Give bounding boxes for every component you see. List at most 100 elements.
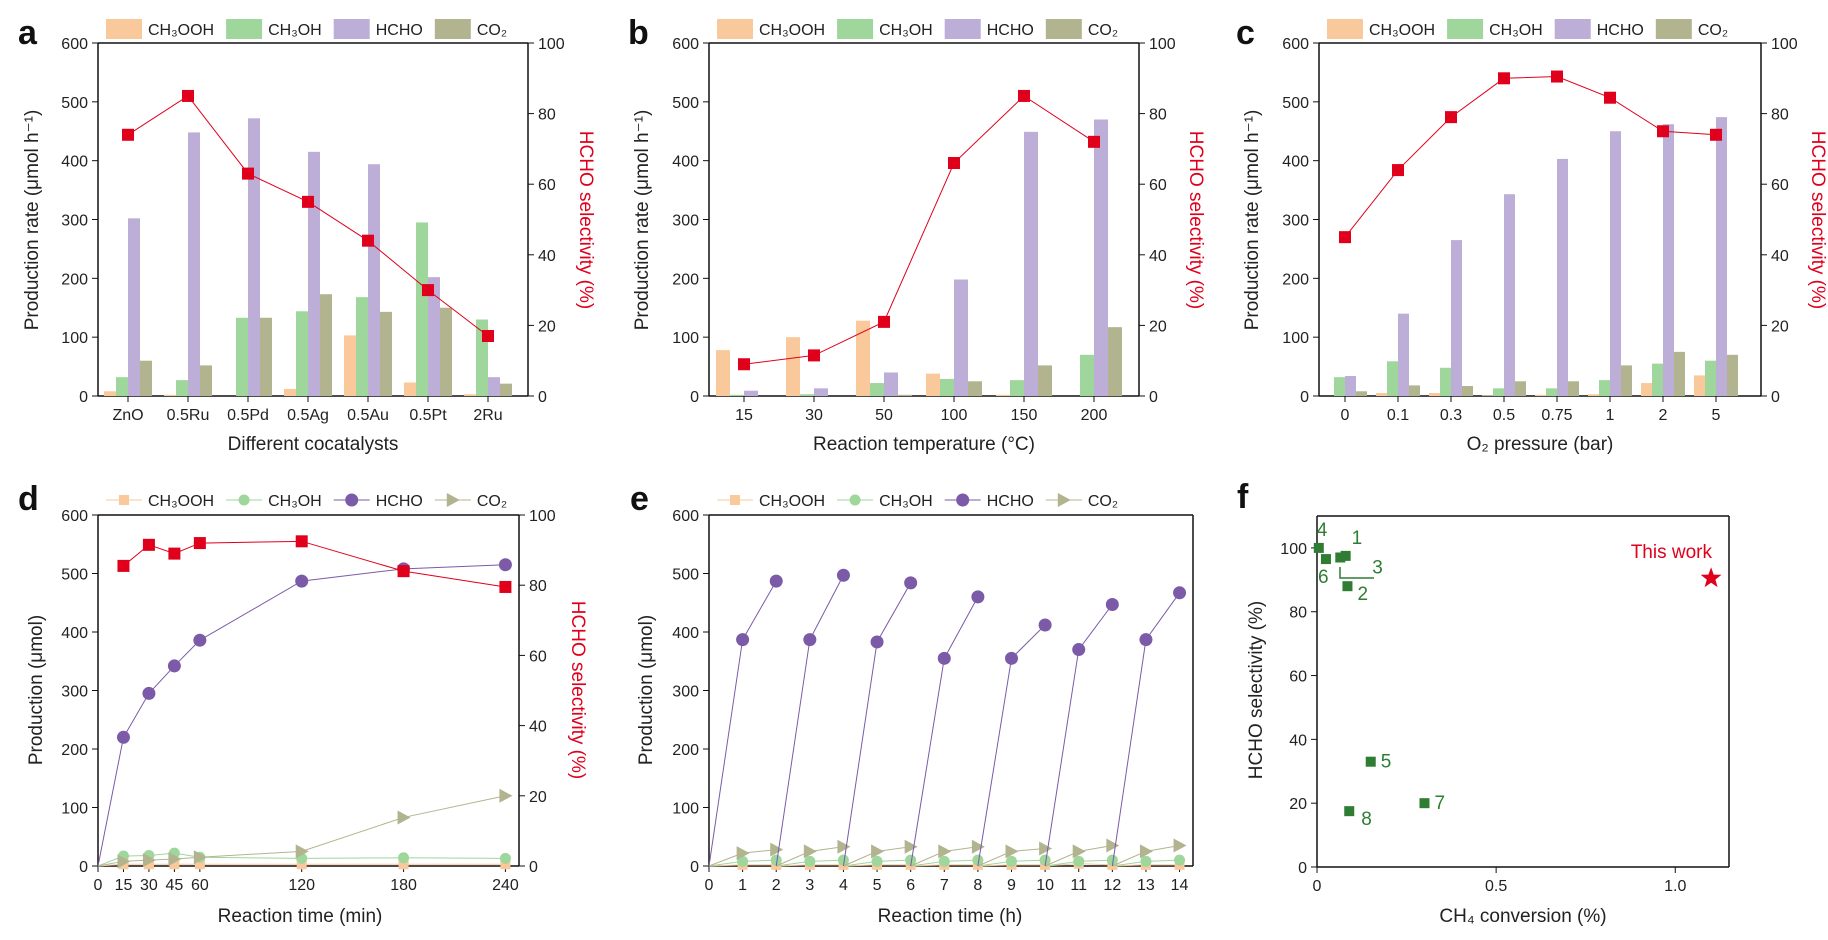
d-point-co2 bbox=[117, 854, 131, 869]
b-selectivity-point bbox=[738, 358, 750, 371]
c-bar-ch3oh bbox=[1387, 361, 1398, 396]
b-bar-hcho bbox=[954, 279, 968, 396]
b-bar-ch3oh bbox=[730, 394, 744, 396]
d-y2-tick-label: 100 bbox=[529, 508, 556, 525]
e-line-hcho bbox=[910, 596, 979, 867]
d-point-ch3ooh bbox=[194, 859, 205, 870]
c-y-tick-label: 500 bbox=[1282, 95, 1309, 112]
e-x-tick-label: 10 bbox=[1036, 877, 1054, 894]
b-bar-co2 bbox=[898, 394, 912, 396]
c-legend-label: CH₃OH bbox=[1489, 22, 1543, 39]
d-legend-label: CH₃OH bbox=[268, 493, 322, 510]
d-y-tick-label: 300 bbox=[61, 684, 88, 701]
c-bar-co2 bbox=[1674, 351, 1685, 396]
f-x-tick-label: 0 bbox=[1313, 878, 1322, 895]
c-legend-label: CO₂ bbox=[1698, 22, 1728, 39]
d-y-tick-label: 200 bbox=[61, 742, 88, 759]
c-selectivity-point bbox=[1339, 231, 1351, 244]
e-x-tick-label: 9 bbox=[1007, 877, 1016, 894]
d-legend-marker-ch3ooh bbox=[119, 495, 129, 505]
d-y2-tick-label: 60 bbox=[529, 648, 547, 665]
c-y-tick-label: 600 bbox=[1282, 36, 1309, 53]
c-bar-co2 bbox=[1727, 354, 1738, 396]
a-selectivity-point bbox=[182, 89, 194, 102]
c-selectivity-point bbox=[1710, 128, 1722, 141]
b-bar-co2 bbox=[1038, 365, 1052, 396]
b-y-tick-label: 400 bbox=[672, 154, 699, 171]
c-y-tick-label: 400 bbox=[1282, 154, 1309, 171]
e-point-ch3oh bbox=[871, 855, 883, 867]
a-y-tick-label: 100 bbox=[61, 330, 88, 347]
d-selectivity-line bbox=[123, 540, 506, 588]
b-y-tick-label: 300 bbox=[672, 213, 699, 230]
d-x-tick-label: 0 bbox=[94, 877, 103, 894]
c-bar-ch3oh bbox=[1599, 380, 1610, 396]
e-point-co2 bbox=[971, 839, 985, 854]
c-y-axis-label: Production rate (μmol h⁻¹) bbox=[1242, 110, 1263, 331]
a-legend-swatch-ch3oh bbox=[226, 19, 263, 39]
b-bar-ch3oh bbox=[1010, 380, 1024, 396]
e-x-tick-label: 3 bbox=[805, 877, 814, 894]
c-bar-hcho bbox=[1504, 194, 1515, 396]
c-legend-label: HCHO bbox=[1597, 22, 1644, 39]
c-bar-hcho bbox=[1345, 375, 1356, 396]
b-x-tick-label: 50 bbox=[875, 407, 893, 424]
c-selectivity-point bbox=[1657, 125, 1669, 138]
a-y2-tick-label: 0 bbox=[538, 389, 547, 406]
d-selectivity-point bbox=[142, 538, 155, 551]
a-selectivity-point bbox=[362, 234, 374, 247]
b-bar-ch3oh bbox=[800, 394, 814, 396]
d-point-ch3oh bbox=[398, 852, 410, 864]
a-bar-hcho bbox=[488, 377, 500, 396]
a-bar-hcho bbox=[428, 277, 440, 396]
d-point-hcho bbox=[498, 558, 512, 572]
panel-letter-e: e bbox=[630, 480, 649, 518]
d-x-tick-label: 180 bbox=[390, 877, 417, 894]
f-y-tick-label: 80 bbox=[1289, 605, 1307, 622]
c-bar-ch3oh bbox=[1334, 377, 1345, 396]
d-y2-tick-label: 20 bbox=[529, 789, 547, 806]
b-y-tick-label: 500 bbox=[672, 95, 699, 112]
e-point-hcho bbox=[736, 633, 750, 647]
d-point-co2 bbox=[499, 788, 513, 803]
d-y-tick-label: 600 bbox=[61, 508, 88, 525]
d-x-tick-label: 120 bbox=[288, 877, 315, 894]
b-selectivity-point bbox=[1018, 89, 1030, 102]
a-bar-co2 bbox=[320, 294, 332, 396]
d-y2-tick-label: 0 bbox=[529, 859, 538, 876]
a-x-tick-label: 0.5Ru bbox=[167, 407, 210, 424]
d-legend-marker-ch3oh bbox=[238, 494, 250, 506]
a-legend-label: HCHO bbox=[376, 22, 423, 39]
b-bar-ch3oh bbox=[870, 383, 884, 396]
e-point-co2 bbox=[1139, 844, 1153, 859]
d-legend-label: HCHO bbox=[376, 493, 423, 510]
e-point-ch3oh bbox=[972, 854, 984, 866]
d-point-ch3ooh bbox=[398, 859, 409, 870]
c-bar-co2 bbox=[1515, 381, 1526, 396]
e-point-ch3oh bbox=[737, 855, 749, 867]
f-y-tick-label: 100 bbox=[1280, 541, 1307, 558]
c-x-tick-label: 0.75 bbox=[1541, 407, 1572, 424]
a-x-tick-label: 0.5Au bbox=[347, 407, 389, 424]
e-point-hcho bbox=[904, 576, 918, 590]
a-y-axis-label: Production rate (μmol h⁻¹) bbox=[22, 110, 43, 331]
d-selectivity-point bbox=[397, 565, 410, 578]
d-selectivity-point bbox=[499, 580, 512, 593]
e-line-hcho bbox=[708, 580, 777, 867]
e-y-tick-label: 300 bbox=[672, 684, 699, 701]
e-point-hcho bbox=[1038, 618, 1052, 632]
b-y-tick-label: 100 bbox=[672, 330, 699, 347]
f-literature-point bbox=[1419, 798, 1430, 809]
b-selectivity-point bbox=[878, 315, 890, 328]
a-y2-tick-label: 60 bbox=[538, 177, 556, 194]
c-bar-ch3oh bbox=[1493, 388, 1504, 396]
e-x-tick-label: 7 bbox=[940, 877, 949, 894]
f-literature-point bbox=[1313, 542, 1324, 553]
e-x-tick-label: 0 bbox=[705, 877, 714, 894]
a-y2-tick-label: 80 bbox=[538, 107, 556, 124]
e-point-ch3oh bbox=[1039, 854, 1051, 866]
e-point-ch3oh bbox=[1106, 854, 1118, 866]
c-bar-ch3oh bbox=[1705, 360, 1716, 396]
e-point-co2 bbox=[770, 842, 784, 857]
e-y-tick-label: 0 bbox=[690, 859, 699, 876]
